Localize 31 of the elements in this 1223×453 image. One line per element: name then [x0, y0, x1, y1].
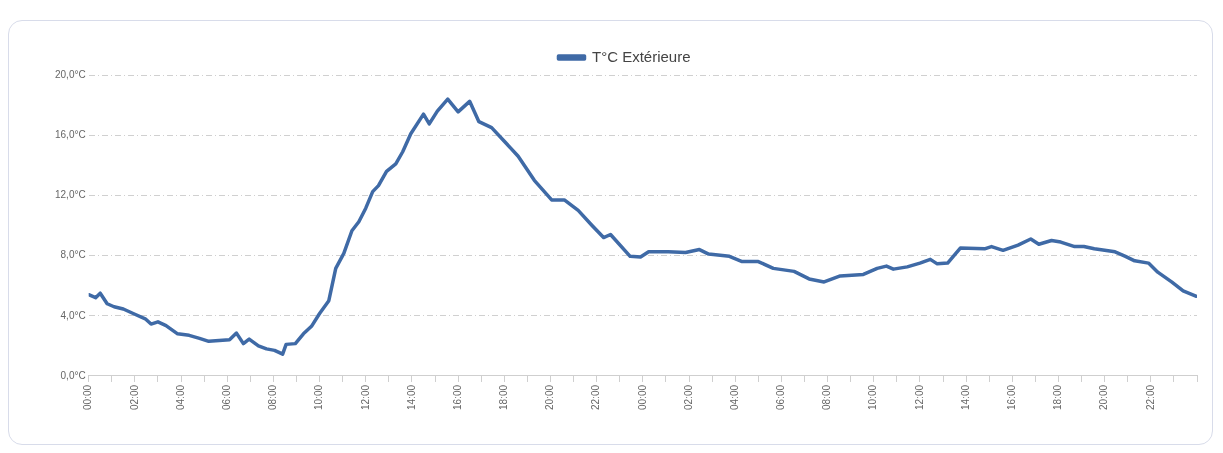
x-tick-label: 02:00 — [128, 384, 140, 411]
x-tick-label: 16:00 — [1006, 384, 1018, 411]
x-tick-label: 00:00 — [636, 384, 648, 411]
x-tick-label: 14:00 — [959, 384, 971, 411]
x-tick-label: 20:00 — [544, 384, 556, 411]
y-tick-label: 4,0°C — [60, 309, 86, 321]
x-tick-label: 22:00 — [590, 384, 602, 411]
x-tick-label: 14:00 — [405, 384, 417, 411]
x-tick-label: 08:00 — [267, 384, 279, 411]
x-tick-label: 10:00 — [313, 384, 325, 411]
y-tick-label: 8,0°C — [60, 249, 86, 261]
y-tick-label: 12,0°C — [55, 189, 86, 201]
x-tick-label: 16:00 — [451, 384, 463, 411]
x-tick-label: 06:00 — [775, 384, 787, 411]
x-tick-label: 02:00 — [682, 384, 694, 411]
legend-label: T°C Extérieure — [591, 47, 691, 65]
y-tick-label: 20,0°C — [55, 68, 86, 80]
x-tick-label: 04:00 — [174, 384, 186, 411]
y-tick-label: 0,0°C — [60, 369, 86, 381]
x-tick-label: 12:00 — [913, 384, 925, 411]
x-tick-label: 00:00 — [82, 384, 94, 411]
x-tick-label: 18:00 — [498, 384, 510, 411]
x-tick-label: 06:00 — [220, 384, 232, 411]
x-tick-label: 04:00 — [728, 384, 740, 411]
x-tick-label: 22:00 — [1144, 384, 1156, 411]
y-tick-label: 16,0°C — [55, 128, 86, 140]
x-tick-label: 18:00 — [1052, 384, 1064, 411]
x-tick-label: 10:00 — [867, 384, 879, 411]
x-tick-label: 08:00 — [821, 384, 833, 411]
x-tick-label: 12:00 — [359, 384, 371, 411]
x-tick-label: 20:00 — [1098, 384, 1110, 411]
